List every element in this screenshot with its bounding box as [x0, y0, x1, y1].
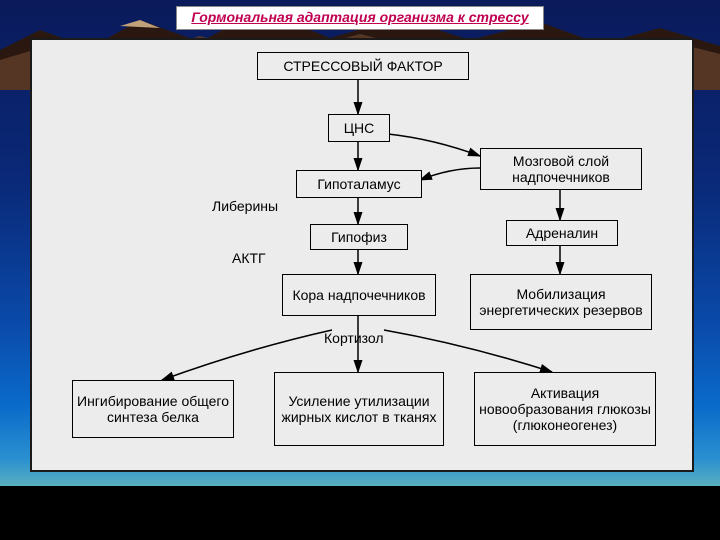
title-box: Гормональная адаптация организма к стрес…: [176, 6, 543, 30]
node-inhib: Ингибирование общего синтеза белка: [72, 380, 234, 438]
node-label: Активация новообразования глюкозы (глюко…: [475, 385, 655, 433]
diagram-area: СТРЕССОВЫЙ ФАКТОР ЦНС Гипоталамус Гипофиз Ко…: [30, 38, 694, 472]
node-cns: ЦНС: [328, 114, 390, 142]
node-label: Мозговой слой надпочечников: [481, 153, 641, 185]
node-label: Адреналин: [526, 225, 598, 241]
node-label: СТРЕССОВЫЙ ФАКТОР: [283, 58, 442, 74]
node-stressor: СТРЕССОВЫЙ ФАКТОР: [257, 52, 469, 80]
node-medulla: Мозговой слой надпочечников: [480, 148, 642, 190]
node-label: Усиление утилизации жирных кислот в ткан…: [275, 393, 443, 425]
label-liberins: Либерины: [212, 198, 278, 214]
arrow-10: [384, 330, 552, 372]
node-gluco: Активация новообразования глюкозы (глюко…: [474, 372, 656, 446]
node-mobil: Мобилизация энергетических резервов: [470, 274, 652, 330]
node-label: Гипофиз: [331, 229, 387, 245]
slide: Гормональная адаптация организма к стрес…: [0, 0, 720, 540]
node-label: ЦНС: [344, 120, 375, 136]
node-pituitary: Гипофиз: [310, 224, 408, 250]
arrow-7: [420, 168, 480, 180]
node-adren: Адреналин: [506, 220, 618, 246]
node-util: Усиление утилизации жирных кислот в ткан…: [274, 372, 444, 446]
node-hypoth: Гипоталамус: [296, 170, 422, 198]
label-cortisol: Кортизол: [324, 330, 384, 346]
slide-title: Гормональная адаптация организма к стрес…: [191, 9, 528, 25]
node-label: Ингибирование общего синтеза белка: [73, 393, 233, 425]
arrow-4: [388, 134, 480, 156]
node-label: Мобилизация энергетических резервов: [471, 286, 651, 318]
title-container: Гормональная адаптация организма к стрес…: [0, 6, 720, 30]
label-acth: АКТГ: [232, 250, 266, 266]
node-label: Кора надпочечников: [292, 287, 425, 303]
node-label: Гипоталамус: [317, 176, 400, 192]
node-cortex: Кора надпочечников: [282, 274, 436, 316]
